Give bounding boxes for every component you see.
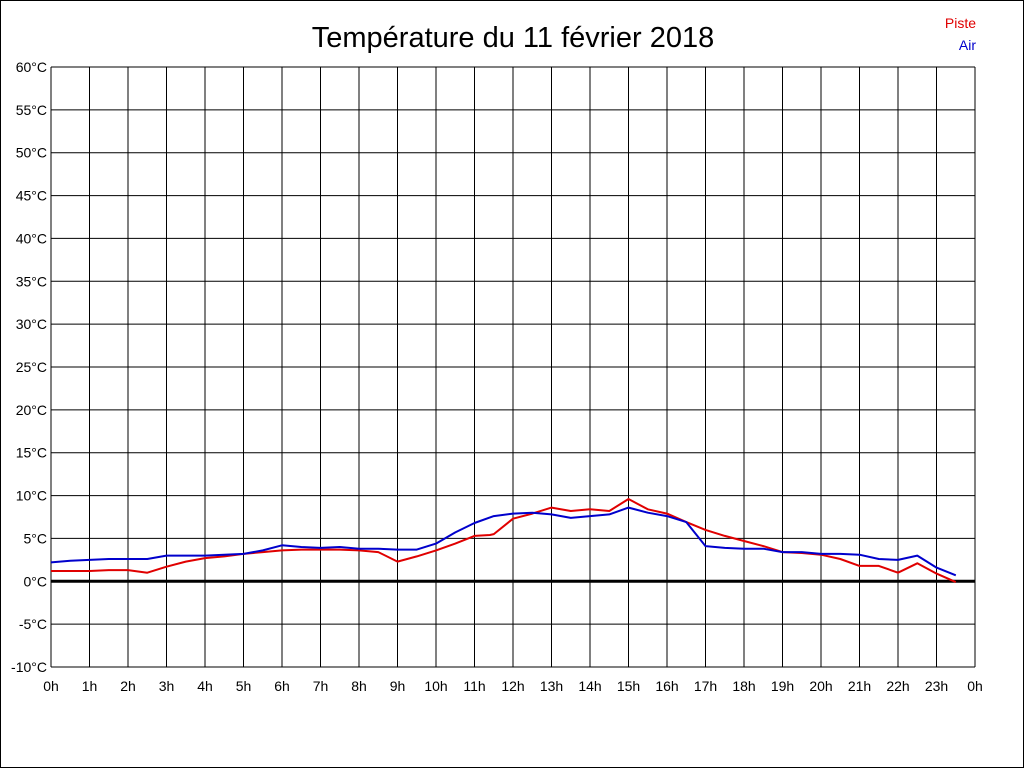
- x-tick-label: 0h: [43, 678, 59, 694]
- x-axis-ticks: 0h 1h 2h 3h 4h 5h 6h 7h 8h 9h 10h 11h 12h 13h 14h 15h 16…: [43, 678, 983, 694]
- x-tick-label: 1h: [82, 678, 98, 694]
- x-tick-label: 10h: [424, 678, 447, 694]
- x-tick-label: 19h: [771, 678, 794, 694]
- x-tick-label: 2h: [120, 678, 136, 694]
- y-tick-label: -5°C: [19, 616, 47, 632]
- x-tick-label: 8h: [351, 678, 367, 694]
- x-tick-label: 20h: [809, 678, 832, 694]
- legend-entry-piste: Piste: [945, 15, 976, 31]
- y-tick-label: 60°C: [16, 59, 47, 75]
- x-tick-label: 15h: [617, 678, 640, 694]
- y-tick-label: 30°C: [16, 316, 47, 332]
- x-tick-label: 14h: [578, 678, 601, 694]
- series-line-air: [50, 506, 957, 577]
- y-tick-label: 40°C: [16, 230, 47, 246]
- x-tick-label: 3h: [159, 678, 175, 694]
- x-tick-label: 0h: [967, 678, 983, 694]
- legend-entry-air: Air: [959, 37, 976, 53]
- x-tick-label: 6h: [274, 678, 290, 694]
- y-axis-ticks: 60°C 55°C 50°C 45°C 40°C 35°C 30°C 25°C 20°C 15°C…: [11, 59, 47, 675]
- x-tick-label: 5h: [236, 678, 252, 694]
- x-tick-label: 18h: [732, 678, 755, 694]
- series-line-piste: [51, 498, 957, 584]
- y-tick-label: 10°C: [16, 488, 47, 504]
- chart-title: Température du 11 février 2018: [312, 22, 714, 54]
- x-tick-label: 21h: [848, 678, 871, 694]
- legend: Piste Air: [945, 15, 976, 53]
- x-tick-label: 11h: [463, 678, 485, 694]
- y-tick-label: 25°C: [16, 359, 47, 375]
- y-tick-label: 50°C: [16, 145, 47, 161]
- y-tick-label: 20°C: [16, 402, 47, 418]
- x-tick-label: 23h: [925, 678, 948, 694]
- y-tick-label: -10°C: [11, 659, 47, 675]
- y-tick-label: 35°C: [16, 273, 47, 289]
- x-tick-label: 12h: [501, 678, 524, 694]
- series-lines: [50, 498, 957, 584]
- x-tick-label: 17h: [694, 678, 717, 694]
- y-tick-label: 5°C: [24, 530, 48, 546]
- y-tick-label: 45°C: [16, 188, 47, 204]
- y-tick-label: 0°C: [24, 573, 48, 589]
- y-tick-label: 55°C: [16, 102, 47, 118]
- x-tick-label: 7h: [313, 678, 329, 694]
- x-tick-label: 4h: [197, 678, 213, 694]
- x-tick-label: 13h: [540, 678, 563, 694]
- x-tick-label: 16h: [655, 678, 678, 694]
- x-tick-label: 9h: [390, 678, 406, 694]
- grid: [50, 66, 976, 668]
- y-tick-label: 15°C: [16, 445, 47, 461]
- x-tick-label: 22h: [886, 678, 909, 694]
